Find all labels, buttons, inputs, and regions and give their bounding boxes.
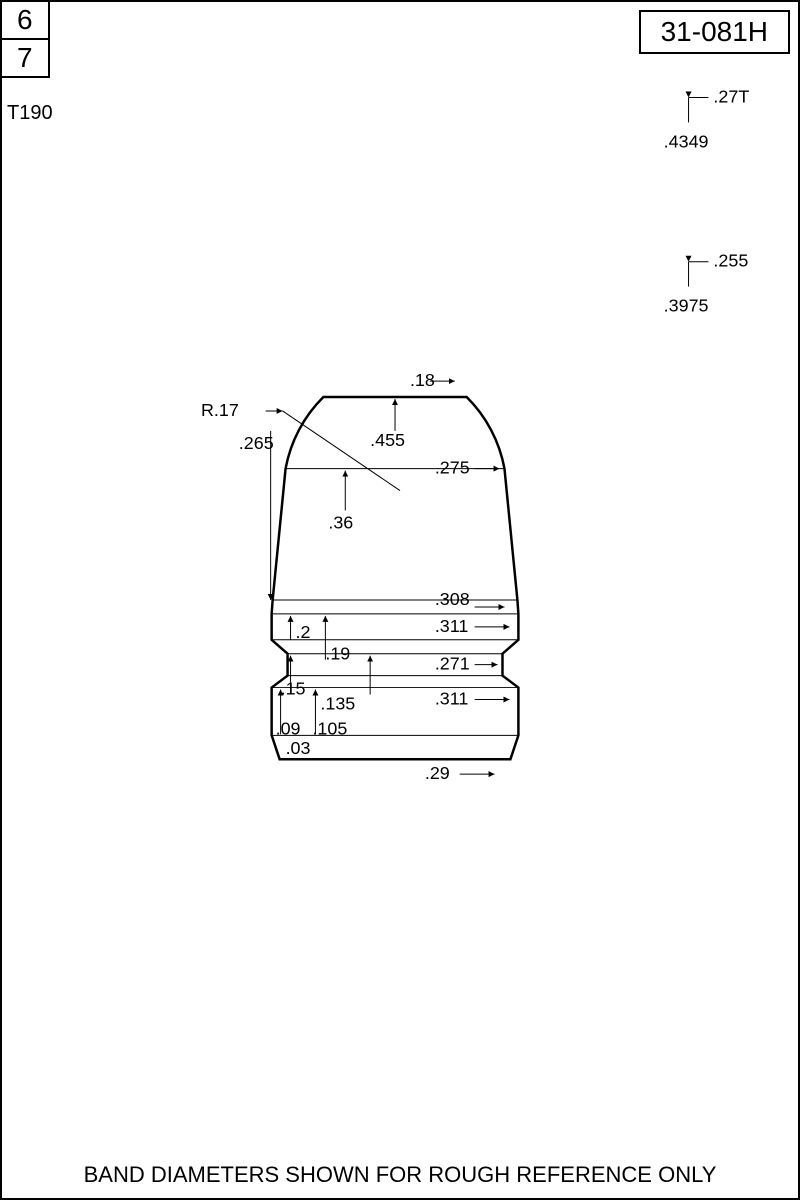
dim-311a-label: .311 [435, 616, 469, 636]
drawing-frame: 6 7 T190 31-081H .27T .4349 .255 .3975 [0, 0, 800, 1200]
dim-275: .275 [435, 458, 500, 478]
dim-top-flat: .18 [410, 370, 455, 390]
bullet-outline [272, 397, 519, 759]
dim-271-label: .271 [435, 654, 470, 674]
footer-note: BAND DIAMETERS SHOWN FOR ROUGH REFERENCE… [2, 1162, 798, 1188]
dim-03-label: .03 [286, 738, 311, 758]
dim-135: .135 [320, 656, 370, 714]
ref1-top: .27T [713, 87, 749, 107]
ref1-bottom: .4349 [664, 131, 709, 151]
dim-135-label: .135 [320, 693, 355, 713]
dim-311b-label: .311 [435, 688, 469, 708]
dim-03: .03 [286, 738, 311, 758]
dim-275-label: .275 [435, 458, 470, 478]
dim-36: .36 [328, 471, 353, 533]
dim-09-label: .09 [276, 718, 301, 738]
radius-label: R.17 [201, 400, 239, 420]
ref2-bottom: .3975 [664, 295, 709, 315]
ref2-top: .255 [713, 251, 748, 271]
dim-19-label: .19 [325, 644, 350, 664]
dim-308: .308 [435, 589, 505, 609]
dim-105-label: .105 [312, 718, 347, 738]
dim-455: .455 [370, 399, 405, 450]
ref-callout-1: .27T .4349 [664, 87, 750, 152]
dim-36-label: .36 [328, 512, 353, 532]
dim-455-label: .455 [370, 430, 405, 450]
dim-265-label: .265 [239, 433, 274, 453]
dim-311a: .311 [435, 616, 510, 636]
dim-271: .271 [435, 654, 498, 674]
dim-2: .2 [291, 616, 311, 642]
dim-2-label: .2 [296, 622, 311, 642]
dim-29-label: .29 [425, 763, 450, 783]
dim-265: .265 [239, 431, 274, 600]
ref-callout-2: .255 .3975 [664, 251, 749, 316]
dim-308-label: .308 [435, 589, 470, 609]
drawing-svg: .27T .4349 .255 .3975 [2, 2, 798, 1198]
dim-15-label: .15 [281, 679, 306, 699]
dim-29: .29 [425, 763, 495, 783]
dim-311b: .311 [435, 688, 510, 708]
dim-18: .18 [410, 370, 435, 390]
